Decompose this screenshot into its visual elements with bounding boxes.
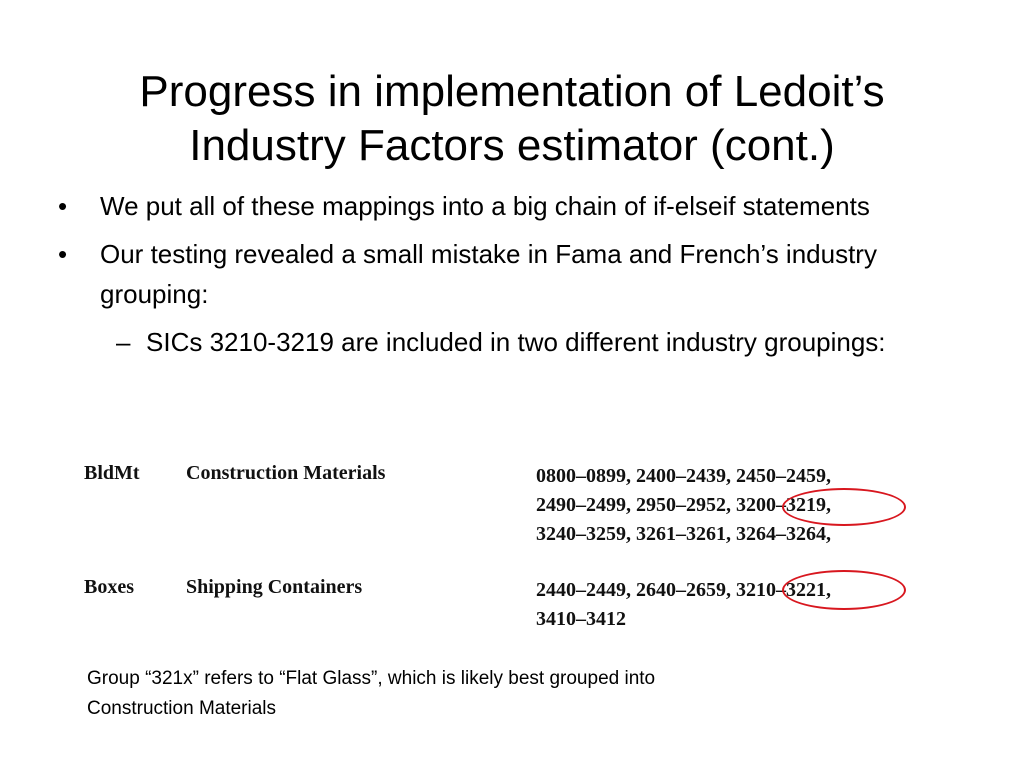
sic-ranges-line: 3240–3259, 3261–3261, 3264–3264, — [536, 523, 831, 545]
bullet-text: We put all of these mappings into a big … — [100, 191, 870, 221]
highlight-circle — [782, 488, 906, 526]
industry-code: BldMt — [84, 462, 140, 484]
bullet-list: • We put all of these mappings into a bi… — [58, 186, 938, 370]
industry-code: Boxes — [84, 576, 134, 598]
industry-name: Shipping Containers — [186, 576, 363, 598]
bullet-item: • Our testing revealed a small mistake i… — [58, 234, 938, 314]
sub-bullet-marker: – — [116, 327, 131, 357]
sic-ranges-line: 0800–0899, 2400–2439, 2450–2459, — [536, 465, 831, 487]
caption: Group “321x” refers to “Flat Glass”, whi… — [87, 664, 867, 724]
scanned-industry-table: BldMt Construction Materials 0800–0899, … — [80, 458, 940, 638]
bullet-text: Our testing revealed a small mistake in … — [100, 239, 877, 309]
slide-title-line-2: Industry Factors estimator (cont.) — [189, 121, 835, 171]
sic-ranges: 2440–2449, 2640–2659, 3210–3221, 3410–34… — [536, 576, 831, 634]
sic-ranges-line: 2440–2449, 2640–2659, 3210–3221, — [536, 579, 831, 601]
sic-ranges-line: 3410–3412 — [536, 608, 626, 630]
sub-bullet-item: – SICs 3210-3219 are included in two dif… — [58, 322, 938, 362]
sub-bullet-text: SICs 3210-3219 are included in two diffe… — [146, 327, 886, 357]
highlight-circle — [782, 570, 906, 610]
industry-name: Construction Materials — [186, 462, 386, 484]
slide-title: Progress in implementation of Ledoit’s I… — [40, 65, 984, 173]
sic-ranges-line: 2490–2499, 2950–2952, 3200–3219, — [536, 494, 831, 516]
caption-line-1: Group “321x” refers to “Flat Glass”, whi… — [87, 668, 656, 689]
caption-line-2: Construction Materials — [87, 698, 277, 719]
bullet-item: • We put all of these mappings into a bi… — [58, 186, 938, 226]
sic-ranges: 0800–0899, 2400–2439, 2450–2459, 2490–24… — [536, 462, 831, 549]
bullet-marker: • — [58, 191, 68, 221]
bullet-marker: • — [58, 239, 68, 269]
slide-title-line-1: Progress in implementation of Ledoit’s — [139, 67, 885, 117]
